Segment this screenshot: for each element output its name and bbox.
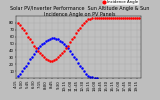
Altitude Angle	[53, 37, 55, 39]
Altitude Angle	[80, 65, 81, 66]
Altitude Angle	[71, 53, 73, 55]
Altitude Angle	[81, 68, 83, 69]
Incidence Angle	[84, 22, 85, 24]
Altitude Angle	[69, 50, 71, 52]
Altitude Angle	[89, 76, 91, 77]
Altitude Angle	[57, 39, 59, 40]
Altitude Angle	[92, 77, 93, 78]
Incidence Angle	[138, 18, 140, 19]
Incidence Angle	[126, 18, 128, 19]
Altitude Angle	[51, 37, 53, 39]
Altitude Angle	[37, 48, 39, 49]
Altitude Angle	[39, 46, 41, 47]
Altitude Angle	[84, 70, 85, 72]
Altitude Angle	[21, 70, 23, 72]
Altitude Angle	[55, 38, 57, 39]
Altitude Angle	[41, 44, 43, 45]
Altitude Angle	[61, 42, 63, 43]
Altitude Angle	[33, 53, 35, 55]
Line: Incidence Angle: Incidence Angle	[17, 18, 139, 61]
Altitude Angle	[96, 77, 97, 79]
Altitude Angle	[63, 44, 65, 45]
Altitude Angle	[88, 75, 89, 76]
Altitude Angle	[27, 62, 29, 63]
Incidence Angle	[92, 18, 93, 19]
Incidence Angle	[41, 55, 43, 56]
Altitude Angle	[17, 75, 19, 76]
Altitude Angle	[67, 48, 69, 49]
Altitude Angle	[45, 41, 47, 42]
Altitude Angle	[77, 62, 79, 63]
Legend: Altitude Angle, Incidence Angle: Altitude Angle, Incidence Angle	[101, 0, 139, 5]
Altitude Angle	[47, 40, 49, 41]
Altitude Angle	[43, 42, 45, 44]
Incidence Angle	[45, 58, 47, 59]
Altitude Angle	[29, 59, 31, 60]
Incidence Angle	[49, 60, 51, 61]
Altitude Angle	[94, 77, 96, 79]
Altitude Angle	[59, 40, 61, 41]
Altitude Angle	[49, 38, 51, 39]
Text: Solar PV/Inverter Performance  Sun Altitude Angle & Sun Incidence Angle on PV Pa: Solar PV/Inverter Performance Sun Altitu…	[10, 6, 150, 17]
Altitude Angle	[65, 46, 67, 47]
Altitude Angle	[75, 59, 77, 60]
Altitude Angle	[85, 73, 87, 74]
Altitude Angle	[31, 56, 33, 57]
Altitude Angle	[19, 73, 21, 74]
Incidence Angle	[17, 22, 19, 24]
Altitude Angle	[23, 68, 25, 69]
Line: Altitude Angle: Altitude Angle	[17, 38, 97, 79]
Altitude Angle	[25, 65, 27, 66]
Incidence Angle	[94, 18, 96, 19]
Altitude Angle	[35, 50, 37, 52]
Altitude Angle	[73, 56, 75, 57]
Incidence Angle	[61, 53, 63, 54]
